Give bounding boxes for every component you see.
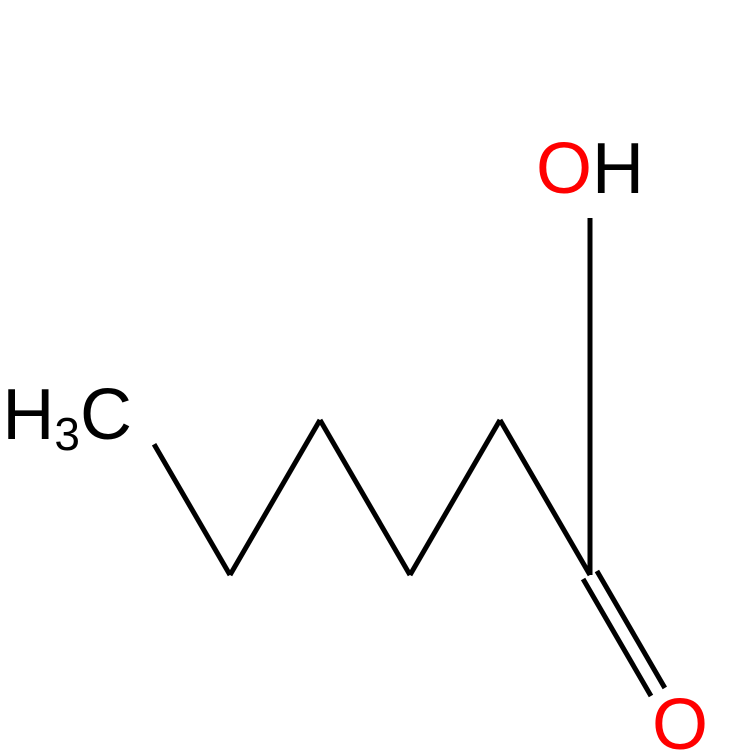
atom-label-O1: OH	[536, 129, 644, 209]
atom-label-O2: O	[652, 685, 708, 750]
bond-line	[583, 579, 651, 696]
bond-line	[500, 420, 590, 575]
bond-line	[410, 420, 500, 575]
bond-line	[230, 420, 320, 575]
bond-line	[320, 420, 410, 575]
molecule-canvas: H3C OH O	[0, 0, 750, 750]
atom-label-C1: H3C	[2, 375, 132, 460]
bond-line	[154, 444, 230, 575]
bond-line	[597, 571, 665, 688]
